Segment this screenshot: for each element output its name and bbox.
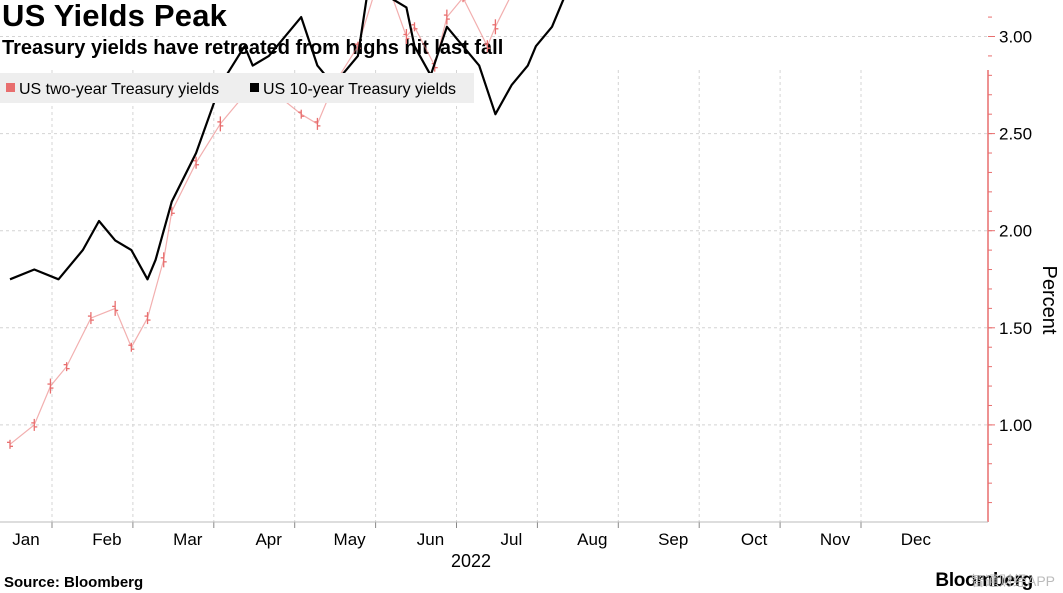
x-tick-label: Aug — [577, 530, 607, 549]
series-layer — [7, 0, 565, 449]
bloomberg-logo: Bloomberg — [935, 570, 1033, 591]
y-tick-label: 2.00 — [999, 222, 1032, 241]
y-axis-label: Percent — [1038, 266, 1060, 335]
x-tick-label: Sep — [658, 530, 688, 549]
legend-background — [0, 73, 474, 103]
x-tick-label: Oct — [741, 530, 768, 549]
x-tick-label: May — [334, 530, 367, 549]
y-axis: 1.001.502.002.503.003.504.004.505.00 — [987, 16, 1032, 522]
grid-lines — [0, 36, 988, 522]
x-tick-label: Jun — [417, 530, 444, 549]
x-tick-label: Jan — [12, 530, 39, 549]
legend-label-ten-year: US 10-year Treasury yields — [263, 81, 456, 98]
y-tick-label: 2.50 — [999, 125, 1032, 144]
chart-subtitle: Treasury yields have retreated from high… — [2, 37, 504, 59]
x-axis-year-label: 2022 — [451, 551, 491, 571]
legend-swatch-ten-year — [250, 83, 259, 92]
x-tick-label: Mar — [173, 530, 203, 549]
source-note: Source: Bloomberg — [4, 574, 144, 591]
legend: US two-year Treasury yields US 10-year T… — [0, 73, 474, 103]
legend-label-two-year: US two-year Treasury yields — [19, 81, 219, 98]
y-tick-label: 1.50 — [999, 319, 1032, 338]
x-tick-label: Apr — [255, 530, 282, 549]
watermark: 智通财经APP — [970, 573, 1055, 589]
y-tick-label: 3.00 — [999, 28, 1032, 47]
series-ten-year-line — [9, 0, 565, 281]
y-tick-label: 1.00 — [999, 416, 1032, 435]
legend-swatch-two-year — [6, 83, 15, 92]
x-tick-label: Feb — [92, 530, 121, 549]
chart-title: US Yields Peak — [2, 0, 228, 33]
x-tick-label: Nov — [820, 530, 851, 549]
x-tick-label: Jul — [501, 530, 523, 549]
x-axis: Jan Feb Mar Apr May Jun Jul Aug Sep Oct Nov Dec — [0, 521, 988, 549]
x-tick-label: Dec — [901, 530, 932, 549]
